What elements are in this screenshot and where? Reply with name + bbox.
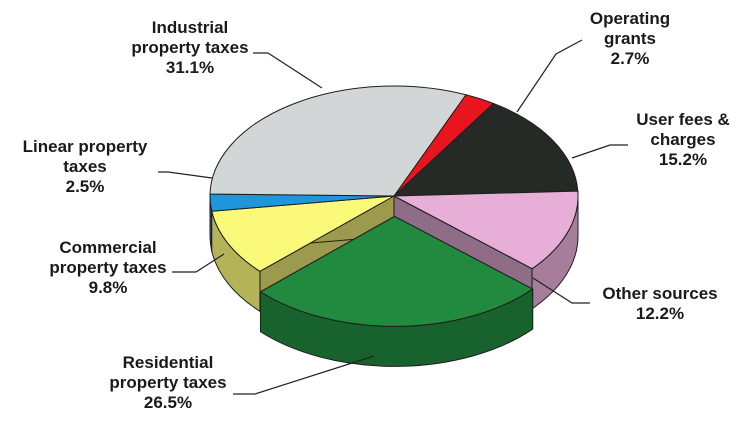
slice-label-linear-property-taxes-line-0: Linear property: [23, 137, 148, 156]
slice-label-other-sources-line-0: Other sources: [602, 284, 717, 303]
slice-residential-property-taxes: [260, 215, 534, 327]
slice-user-fees-charges: [393, 102, 579, 197]
leader-line-linear-property-taxes: [158, 171, 213, 179]
slice-label-user-fees-charges-line-0: User fees &: [636, 110, 730, 129]
slice-commercial-property-taxes: [211, 195, 395, 272]
slice-value-commercial-property-taxes: 9.8%: [89, 278, 128, 297]
leader-line-commercial-property-taxes: [172, 253, 225, 273]
slice-value-operating-grants: 2.7%: [611, 49, 650, 68]
slice-label-linear-property-taxes-line-1: taxes: [63, 157, 106, 176]
slice-industrial-property-taxes: [209, 85, 467, 197]
slice-other-sources: [393, 190, 579, 270]
slice-label-industrial-property-taxes-line-0: Industrial: [152, 18, 229, 37]
slice-value-user-fees-charges: 15.2%: [659, 150, 707, 169]
slice-label-commercial-property-taxes-line-0: Commercial: [59, 238, 156, 257]
slice-value-other-sources: 12.2%: [636, 304, 684, 323]
slice-value-residential-property-taxes: 26.5%: [144, 393, 192, 412]
slice-label-residential-property-taxes-line-0: Residential: [123, 353, 214, 372]
slice-label-operating-grants-line-1: grants: [604, 29, 656, 48]
leader-line-other-sources: [532, 277, 590, 304]
slice-label-operating-grants-line-0: Operating: [590, 9, 670, 28]
slice-label-commercial-property-taxes-line-1: property taxes: [49, 258, 166, 277]
pie-top-faces: [209, 85, 579, 327]
leader-line-operating-grants: [516, 39, 583, 113]
slice-value-industrial-property-taxes: 31.1%: [166, 58, 214, 77]
slice-label-user-fees-charges-line-1: charges: [650, 130, 715, 149]
leader-line-residential-property-taxes: [233, 355, 375, 395]
slice-label-industrial-property-taxes-line-1: property taxes: [131, 38, 248, 57]
leader-lines: [158, 39, 628, 395]
leader-line-industrial-property-taxes: [253, 52, 323, 89]
slice-label-residential-property-taxes-line-1: property taxes: [109, 373, 226, 392]
slice-value-linear-property-taxes: 2.5%: [66, 177, 105, 196]
leader-line-user-fees-charges: [571, 144, 628, 159]
